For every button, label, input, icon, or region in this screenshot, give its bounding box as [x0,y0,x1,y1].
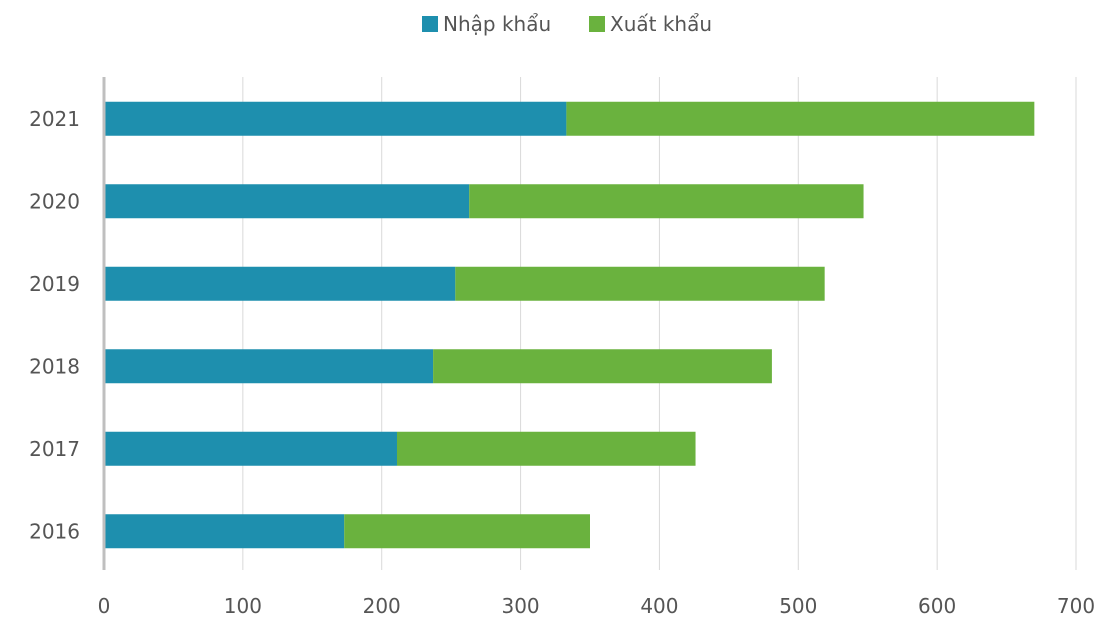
y-tick-label-2019: 2019 [29,272,80,296]
y-tick-label-2016: 2016 [29,519,80,543]
x-tick-label-100: 100 [224,594,262,615]
x-tick-label-200: 200 [363,594,401,615]
x-axis: 0 100 200 300 400 500 600 700 [98,594,1095,618]
bar-2016-series-1 [344,514,590,549]
x-tick-label-300: 300 [501,594,539,615]
x-tick-label-600: 600 [918,594,956,615]
bar-2021-series-1 [566,101,1035,136]
bar-2020-series-1 [469,184,864,219]
bar-2017-series-0 [104,431,397,466]
y-tick-label-2018: 2018 [29,354,80,378]
bar-2019-series-0 [104,266,456,301]
bar-2020-series-0 [104,184,470,219]
x-tick-label-400: 400 [640,594,678,615]
legend-label-nhap-khau: Nhập khẩu [443,12,551,36]
legend-label-xuat-khau: Xuất khẩu [610,12,712,36]
legend-swatch-xuat-khau [589,16,605,32]
x-tick-label-0: 0 [98,594,111,615]
legend-swatch-nhap-khau [422,16,438,32]
bar-2018-series-0 [104,349,434,384]
bar-2021-series-0 [104,101,567,136]
y-tick-label-2020: 2020 [29,189,80,213]
bars [104,101,1035,549]
legend: Nhập khẩu Xuất khẩu [422,12,712,36]
gridlines [242,77,1077,570]
y-axis: 2016 2017 2018 2019 2020 2021 [29,77,106,570]
bar-2018-series-1 [433,349,772,384]
bar-2017-series-1 [396,431,696,466]
y-tick-label-2017: 2017 [29,437,80,461]
x-tick-label-700: 700 [1057,594,1095,615]
bar-2019-series-1 [455,266,825,301]
y-tick-label-2021: 2021 [29,107,80,131]
x-tick-label-500: 500 [779,594,817,615]
bar-2016-series-0 [104,514,345,549]
